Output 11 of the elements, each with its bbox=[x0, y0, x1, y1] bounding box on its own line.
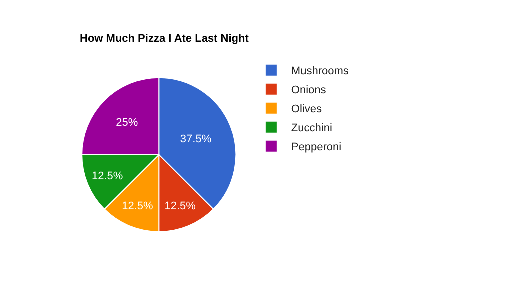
data-label: 12.5% bbox=[122, 200, 154, 212]
legend-label: Onions bbox=[291, 84, 327, 97]
data-label: 37.5% bbox=[180, 134, 212, 146]
legend-label: Zucchini bbox=[291, 122, 332, 135]
legend-label: Olives bbox=[291, 104, 322, 116]
legend-label: Pepperoni bbox=[291, 142, 342, 154]
legend-label: Mushrooms bbox=[291, 66, 350, 78]
data-label: 12.5% bbox=[164, 200, 196, 212]
data-label: 12.5% bbox=[92, 170, 124, 182]
chart-title: How Much Pizza I Ate Last Night bbox=[80, 32, 250, 45]
data-label: 25% bbox=[116, 117, 138, 130]
